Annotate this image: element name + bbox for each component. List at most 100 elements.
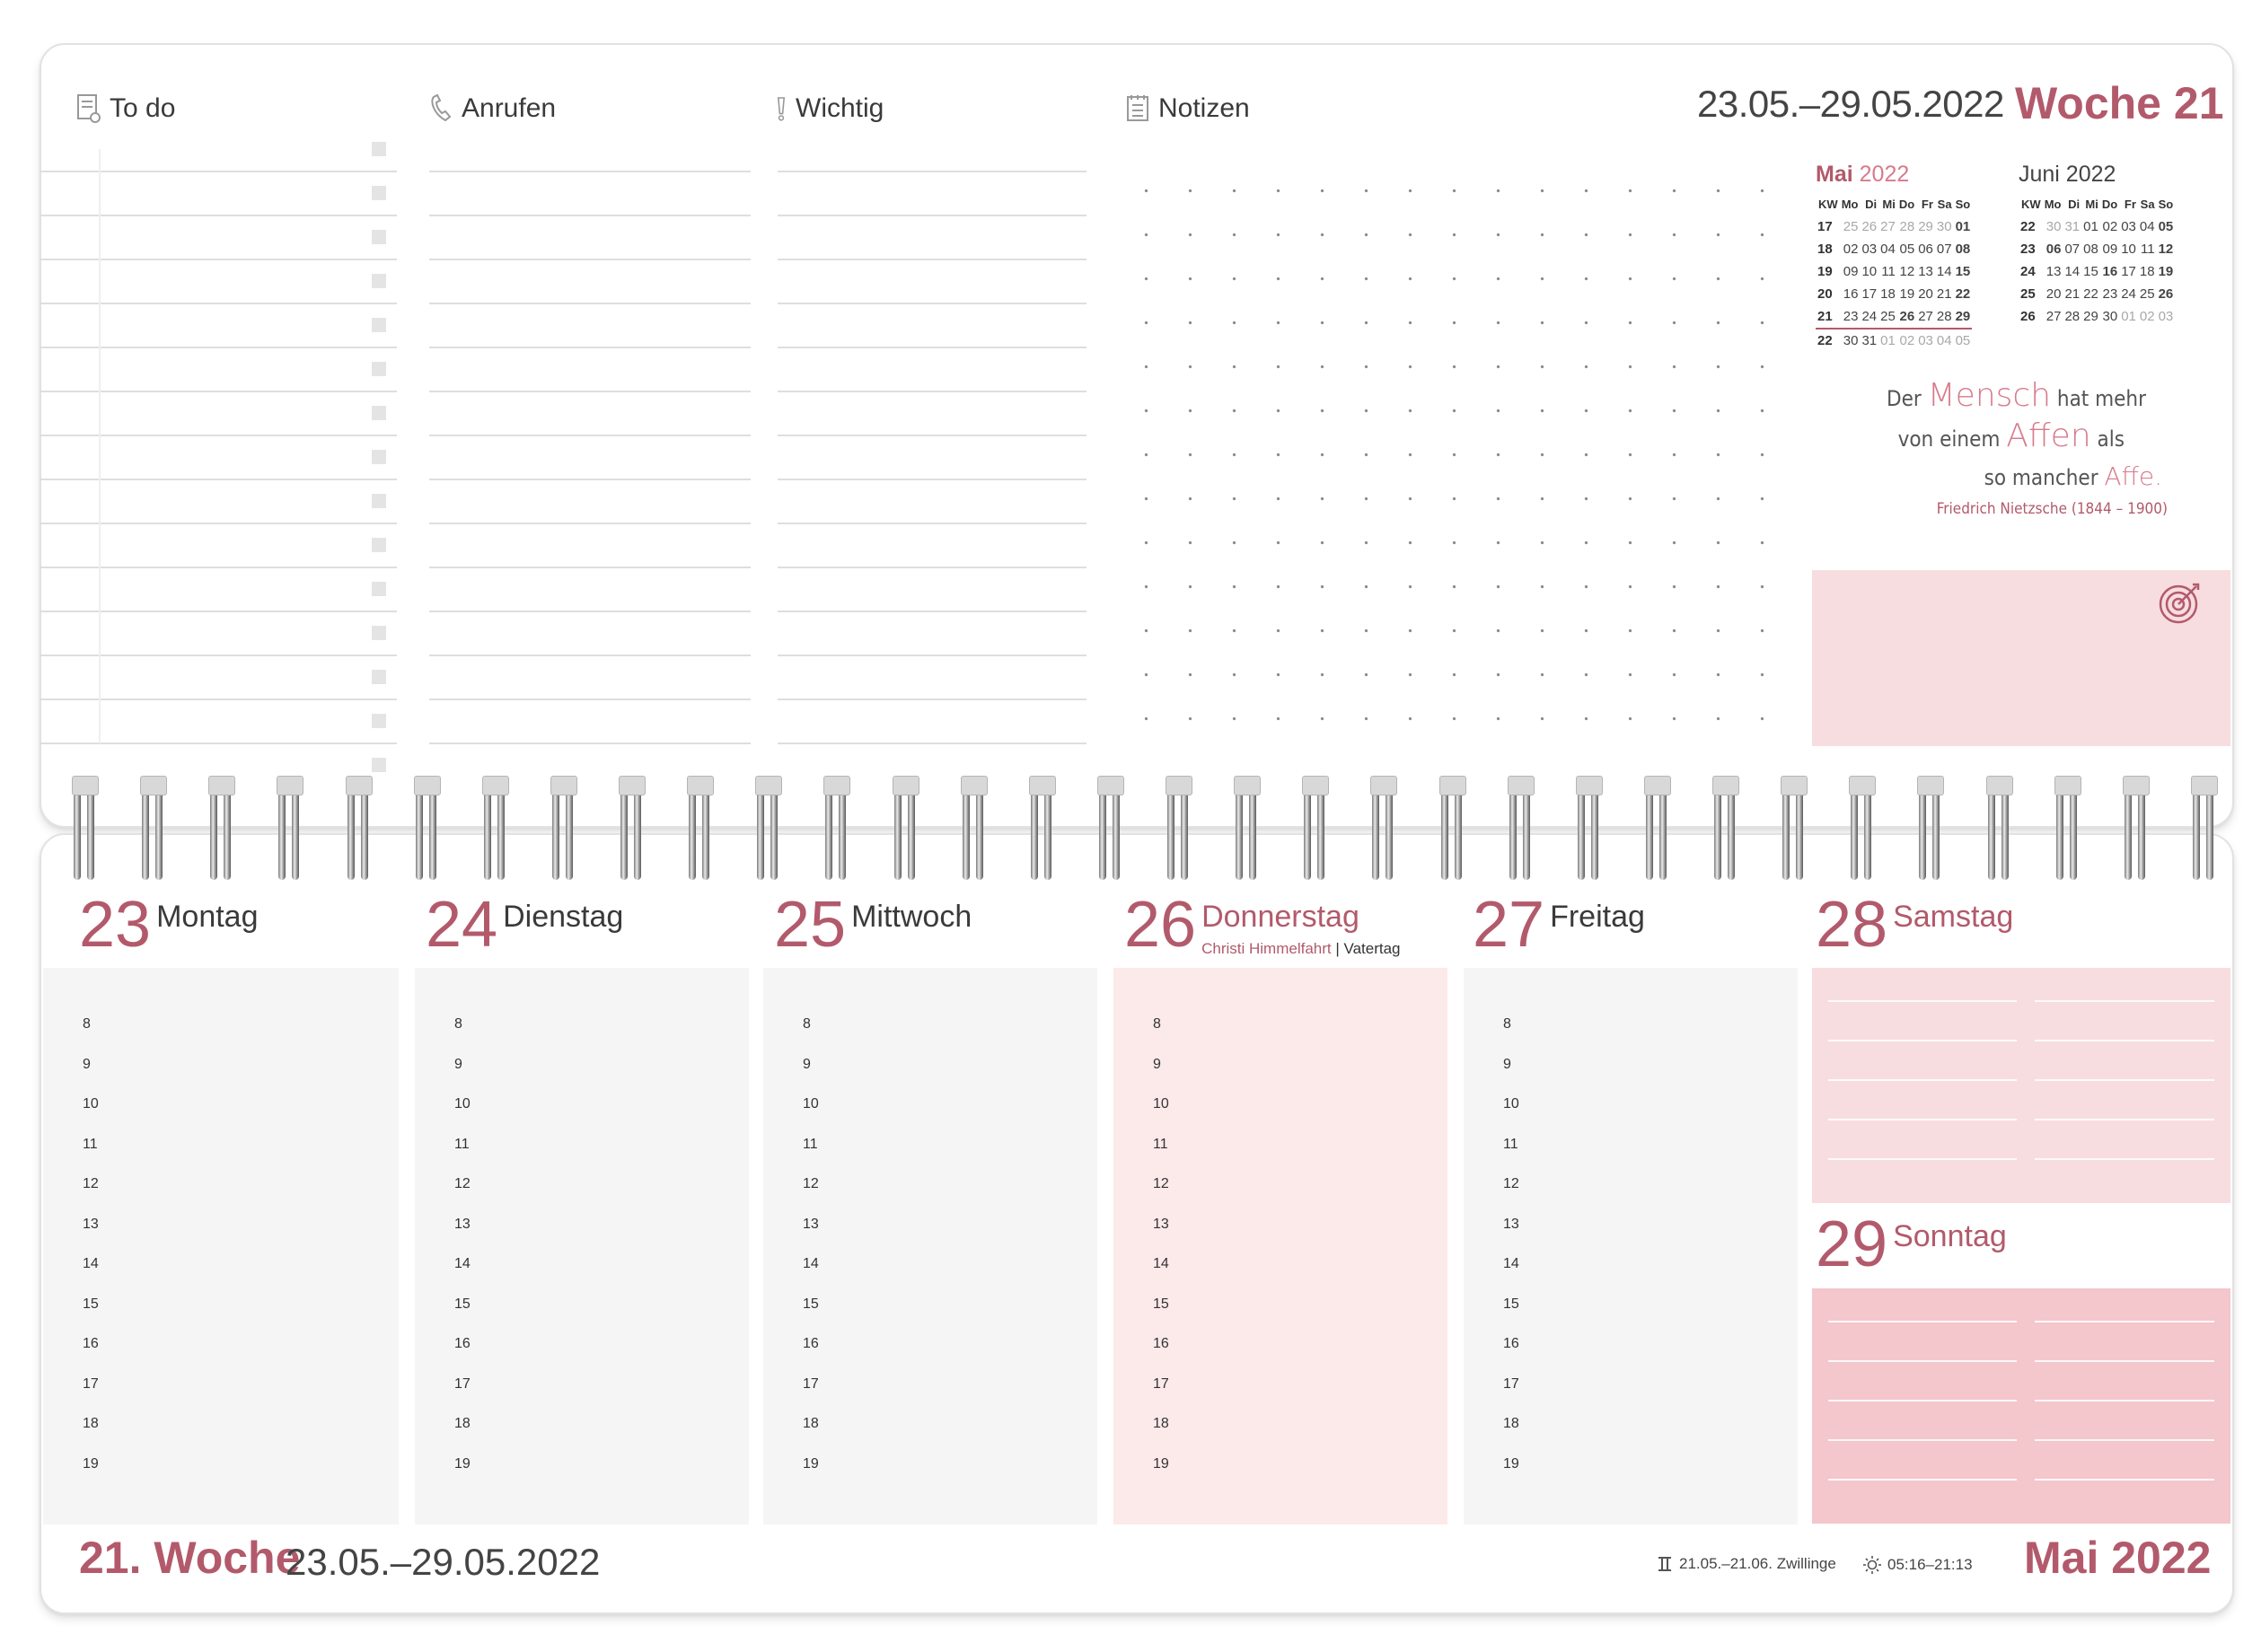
calendar-day[interactable]: 01 xyxy=(2083,219,2098,234)
calendar-day[interactable]: 19 xyxy=(1899,286,1915,302)
calendar-day[interactable]: 28 xyxy=(1934,305,1954,330)
calendar-day[interactable]: 02 xyxy=(1899,333,1915,348)
calendar-day[interactable]: 21 xyxy=(2064,286,2081,302)
calendar-day[interactable]: 26 xyxy=(1861,219,1878,234)
calendar-day[interactable]: 22 xyxy=(1955,286,1971,302)
calendar-day[interactable]: 15 xyxy=(1955,264,1971,279)
calendar-day[interactable]: 07 xyxy=(1936,242,1952,257)
calendar-day[interactable]: 05 xyxy=(1899,242,1915,257)
todo-checkbox[interactable] xyxy=(372,538,386,552)
day-schedule-monday[interactable]: 8 9 10 11 12 13 14 15 16 17 18 19 xyxy=(43,968,399,1525)
calendar-day[interactable]: 06 xyxy=(2045,242,2062,257)
calendar-day[interactable]: 25 xyxy=(2139,286,2155,302)
day-schedule-sunday[interactable] xyxy=(1812,1288,2230,1524)
calendar-day[interactable]: 09 xyxy=(1843,264,1859,279)
calendar-day[interactable]: 24 xyxy=(1860,305,1879,330)
calendar-day[interactable]: 01 xyxy=(2121,309,2136,324)
todo-checkbox[interactable] xyxy=(372,714,386,728)
calendar-day[interactable]: 03 xyxy=(2121,219,2136,234)
calendar-day[interactable]: 30 xyxy=(2045,219,2062,234)
calendar-day[interactable]: 29 xyxy=(2083,309,2098,324)
calendar-day[interactable]: 28 xyxy=(1899,219,1915,234)
calendar-day[interactable]: 16 xyxy=(1843,286,1859,302)
goal-box[interactable] xyxy=(1812,570,2230,746)
calendar-day[interactable]: 26 xyxy=(2158,286,2174,302)
calendar-day[interactable]: 13 xyxy=(1918,264,1933,279)
calendar-day[interactable]: 02 xyxy=(2102,219,2118,234)
calendar-day[interactable]: 11 xyxy=(2140,242,2155,257)
todo-list[interactable] xyxy=(40,142,397,772)
calendar-day[interactable]: 08 xyxy=(1955,242,1971,257)
calendar-day[interactable]: 09 xyxy=(2102,242,2118,257)
todo-checkbox[interactable] xyxy=(372,406,386,420)
calendar-day[interactable]: 12 xyxy=(2158,242,2174,257)
calendar-day[interactable]: 10 xyxy=(2121,242,2136,257)
calendar-day[interactable]: 30 xyxy=(1936,219,1952,234)
calendar-day[interactable]: 04 xyxy=(2139,219,2155,234)
calendar-day[interactable]: 30 xyxy=(1843,333,1859,348)
calendar-day[interactable]: 17 xyxy=(1861,286,1878,302)
calendar-day[interactable]: 06 xyxy=(1918,242,1933,257)
calendar-day[interactable]: 24 xyxy=(2121,286,2136,302)
calendar-day[interactable]: 29 xyxy=(1918,219,1933,234)
calendar-day[interactable]: 23 xyxy=(1839,305,1861,330)
todo-checkbox[interactable] xyxy=(372,362,386,376)
calendar-day[interactable]: 17 xyxy=(2121,264,2136,279)
important-list[interactable] xyxy=(778,149,1087,744)
calendar-day[interactable]: 18 xyxy=(2139,264,2155,279)
calendar-day[interactable]: 26 xyxy=(1896,305,1917,330)
calendar-day[interactable]: 03 xyxy=(2158,309,2174,324)
calendar-day[interactable]: 25 xyxy=(1878,305,1897,330)
todo-checkbox[interactable] xyxy=(372,670,386,684)
calendar-day[interactable]: 07 xyxy=(2064,242,2081,257)
calendar-day[interactable]: 12 xyxy=(1899,264,1915,279)
calendar-day[interactable]: 13 xyxy=(2045,264,2062,279)
day-schedule-thursday[interactable]: 8 9 10 11 12 13 14 15 16 17 18 19 xyxy=(1113,968,1447,1525)
calendar-day[interactable]: 03 xyxy=(1861,242,1878,257)
calendar-day[interactable]: 14 xyxy=(2064,264,2081,279)
calendar-day[interactable]: 01 xyxy=(1955,219,1971,234)
todo-checkbox[interactable] xyxy=(372,582,386,596)
calendar-day[interactable]: 31 xyxy=(1861,333,1878,348)
calendar-day[interactable]: 25 xyxy=(1843,219,1859,234)
calendar-day[interactable]: 21 xyxy=(1936,286,1952,302)
todo-checkbox[interactable] xyxy=(372,626,386,640)
day-schedule-wednesday[interactable]: 8 9 10 11 12 13 14 15 16 17 18 19 xyxy=(763,968,1097,1525)
calendar-day[interactable]: 16 xyxy=(2102,264,2118,279)
calendar-day[interactable]: 02 xyxy=(1843,242,1859,257)
calendar-day[interactable]: 27 xyxy=(1880,219,1896,234)
calendar-day[interactable]: 27 xyxy=(2045,309,2062,324)
calendar-day[interactable]: 29 xyxy=(1953,305,1973,330)
calendar-day[interactable]: 02 xyxy=(2139,309,2155,324)
calendar-day[interactable]: 19 xyxy=(2158,264,2174,279)
todo-checkbox[interactable] xyxy=(372,318,386,332)
todo-checkbox[interactable] xyxy=(372,230,386,244)
calendar-day[interactable]: 31 xyxy=(2064,219,2081,234)
calendar-day[interactable]: 03 xyxy=(1918,333,1933,348)
calendar-day[interactable]: 20 xyxy=(2045,286,2062,302)
todo-checkbox[interactable] xyxy=(372,142,386,156)
todo-checkbox[interactable] xyxy=(372,494,386,508)
calendar-day[interactable]: 15 xyxy=(2083,264,2098,279)
todo-checkbox[interactable] xyxy=(372,758,386,772)
call-list[interactable] xyxy=(429,149,751,744)
calendar-day[interactable]: 28 xyxy=(2064,309,2081,324)
calendar-day[interactable]: 10 xyxy=(1861,264,1878,279)
calendar-day[interactable]: 05 xyxy=(2158,219,2174,234)
todo-checkbox[interactable] xyxy=(372,450,386,464)
calendar-day[interactable]: 23 xyxy=(2102,286,2118,302)
calendar-day[interactable]: 01 xyxy=(1880,333,1896,348)
calendar-day[interactable]: 14 xyxy=(1936,264,1952,279)
day-schedule-friday[interactable]: 8 9 10 11 12 13 14 15 16 17 18 19 xyxy=(1464,968,1798,1525)
calendar-day[interactable]: 08 xyxy=(2083,242,2098,257)
calendar-day[interactable]: 04 xyxy=(1936,333,1952,348)
todo-checkbox[interactable] xyxy=(372,274,386,288)
calendar-day[interactable]: 22 xyxy=(2083,286,2098,302)
calendar-day[interactable]: 04 xyxy=(1880,242,1896,257)
day-schedule-saturday[interactable] xyxy=(1812,968,2230,1203)
calendar-day[interactable]: 30 xyxy=(2102,309,2118,324)
calendar-day[interactable]: 18 xyxy=(1880,286,1896,302)
calendar-day[interactable]: 05 xyxy=(1955,333,1971,348)
calendar-day[interactable]: 20 xyxy=(1918,286,1933,302)
notes-dot-grid[interactable] xyxy=(1124,169,1796,734)
